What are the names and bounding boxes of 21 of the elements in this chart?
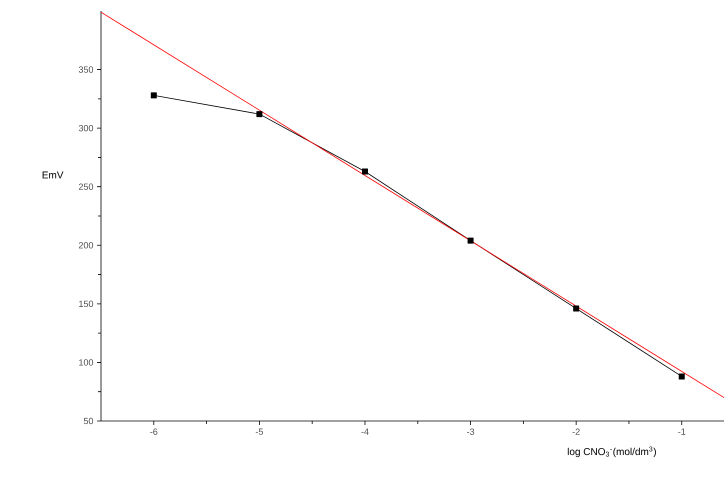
y-tick-label: 50 bbox=[84, 418, 94, 424]
point bbox=[468, 238, 474, 244]
y-tick-label: 300 bbox=[78, 124, 94, 132]
x-tick-label: -3 bbox=[466, 428, 474, 435]
point bbox=[256, 111, 262, 118]
y-tick-label: 100 bbox=[79, 359, 94, 366]
y-tick-label: 350 bbox=[78, 66, 94, 73]
x-axis-title: log CNO$_{3}$$^{-}$(mol/dm$^{3}$) bbox=[568, 446, 656, 458]
y-tick-label: 250 bbox=[78, 184, 94, 190]
point bbox=[678, 373, 685, 380]
x-tick-label: -2 bbox=[572, 428, 580, 435]
y-axis-title: EmV bbox=[42, 172, 64, 178]
y-tick-label: 150 bbox=[79, 300, 94, 308]
point bbox=[150, 92, 157, 98]
x-tick-label: -6 bbox=[150, 428, 158, 435]
point bbox=[362, 168, 368, 174]
y-tick-label: 200 bbox=[78, 242, 94, 248]
x-tick-label: -1 bbox=[678, 428, 686, 435]
x-tick-label: -5 bbox=[256, 428, 264, 435]
x-tick-label: -4 bbox=[361, 428, 369, 435]
point bbox=[573, 306, 580, 312]
